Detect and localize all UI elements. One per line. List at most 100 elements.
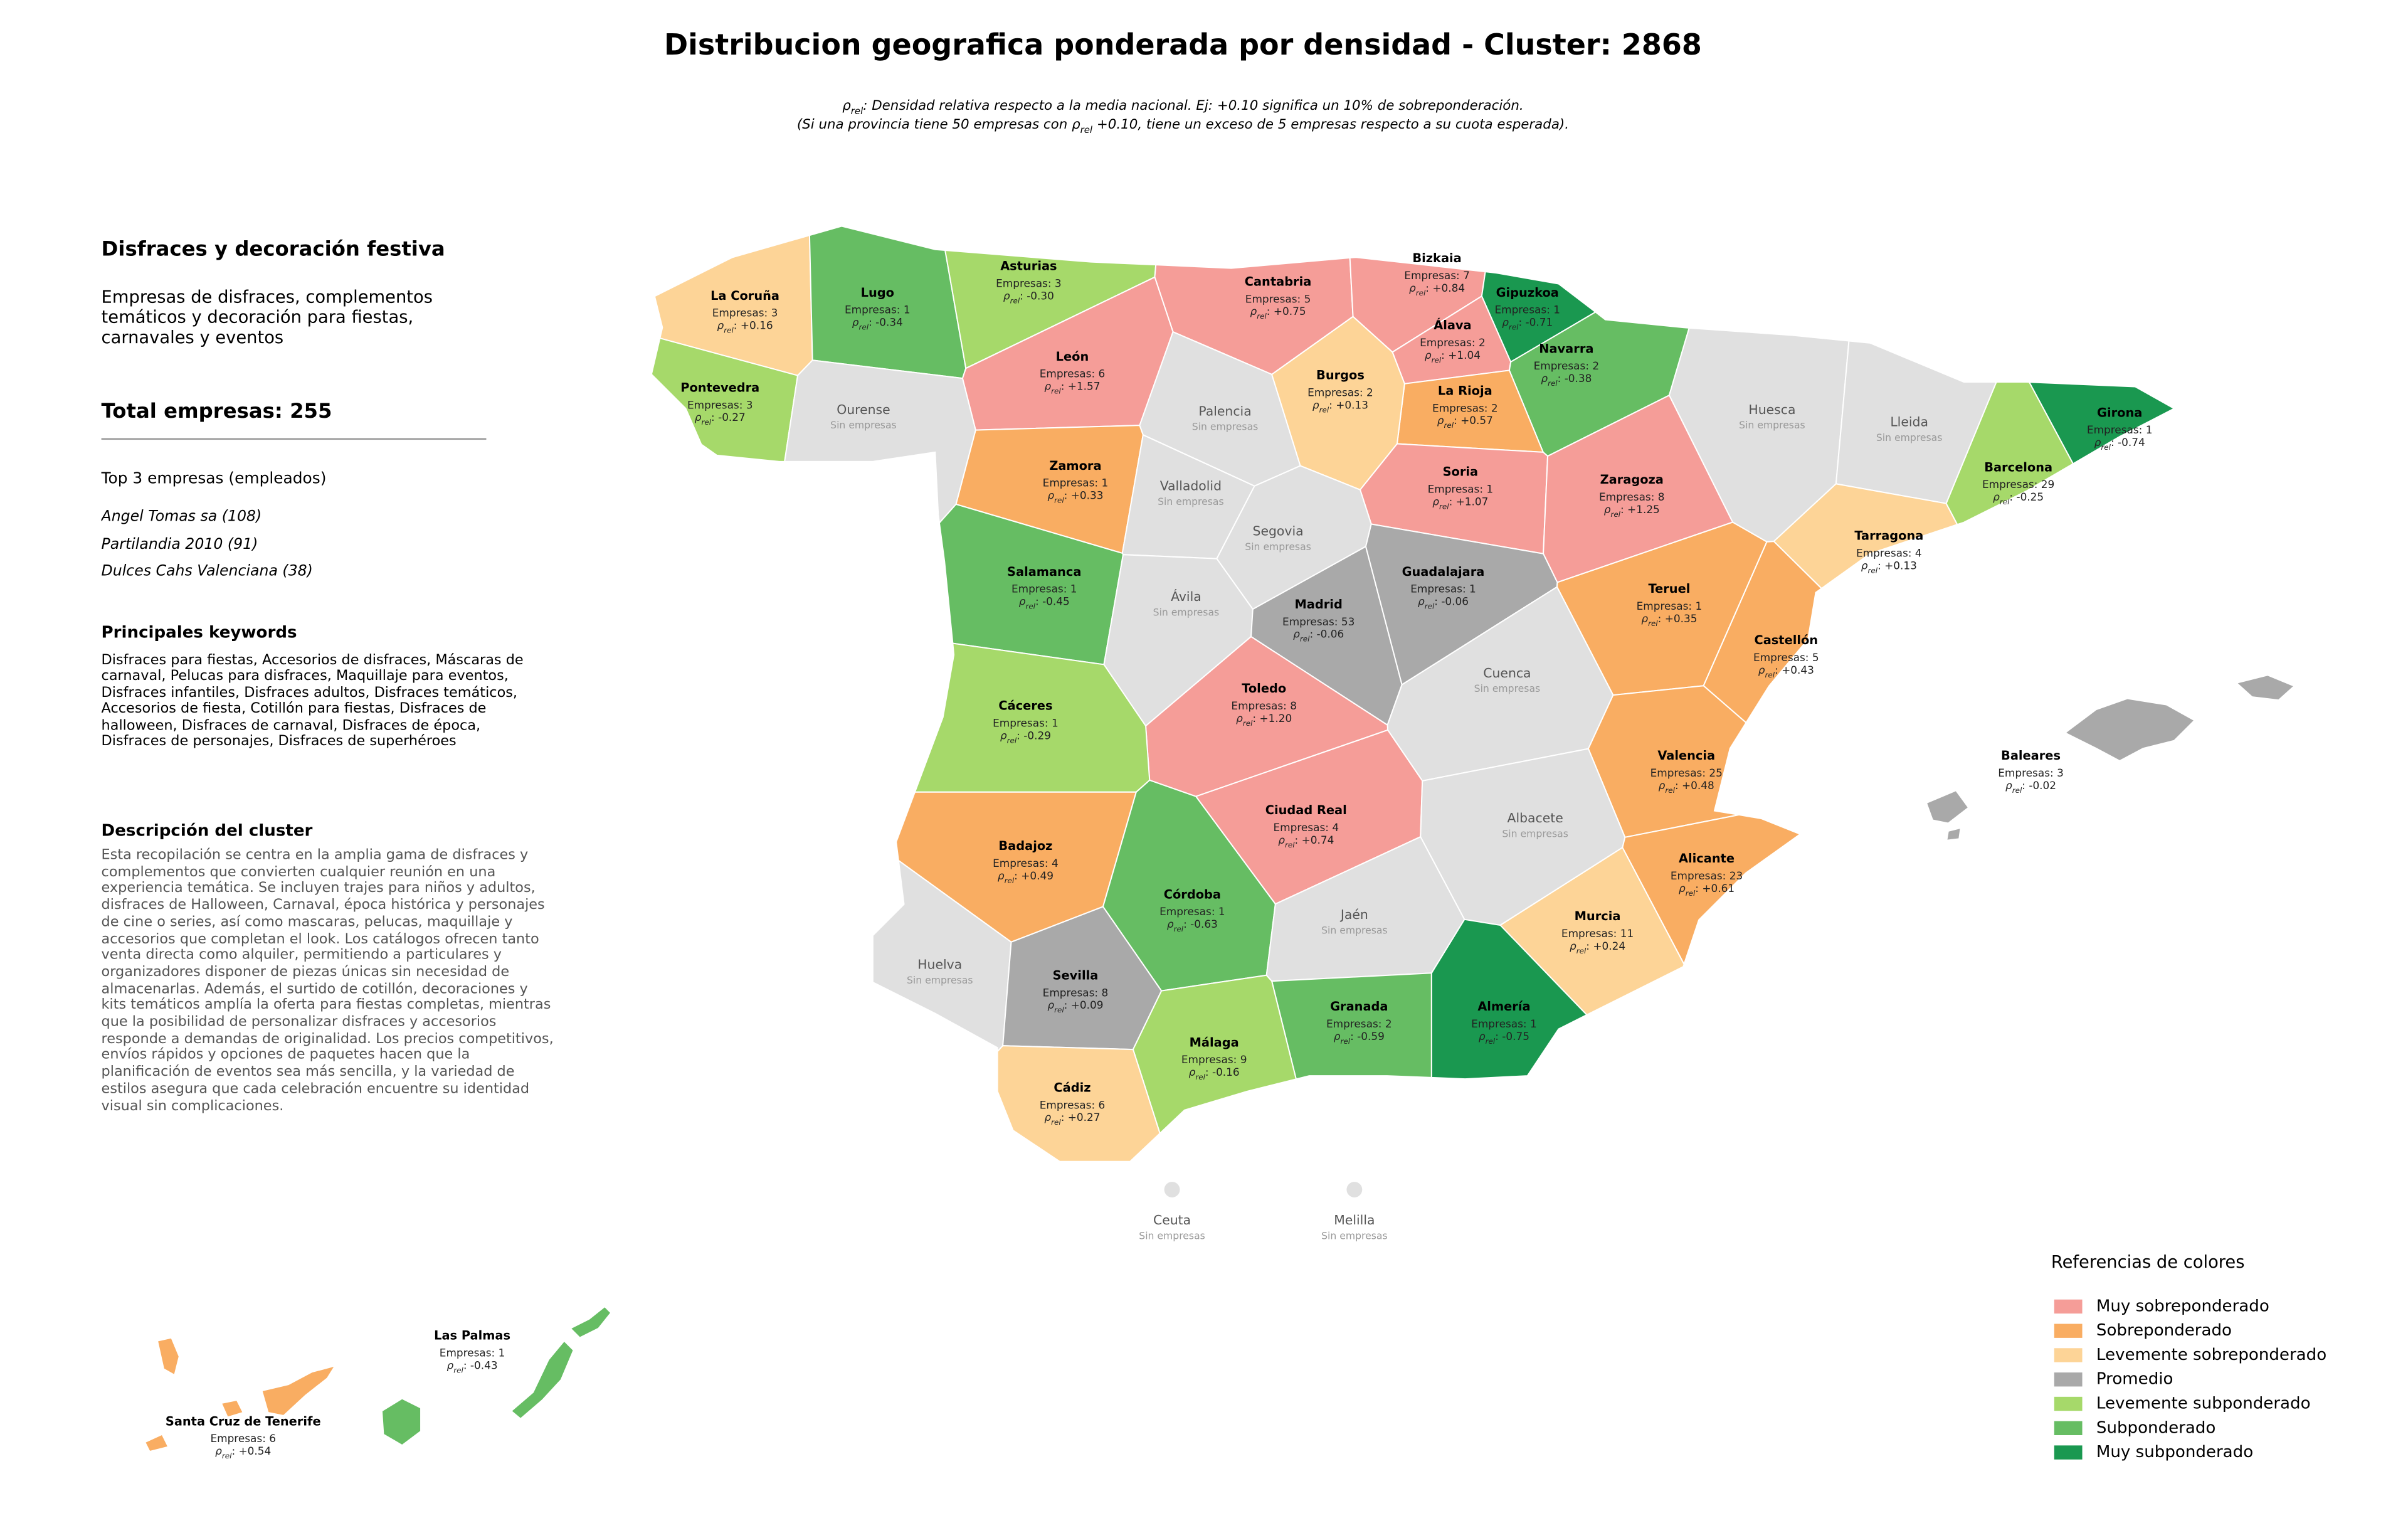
rho-value: +1.25 bbox=[1627, 503, 1660, 516]
rho-separator: : bbox=[463, 1359, 470, 1371]
rho-value: -0.38 bbox=[1565, 372, 1592, 385]
rho-separator: : bbox=[1695, 882, 1702, 894]
rho-value: +1.04 bbox=[1448, 349, 1481, 361]
count-value: 1 bbox=[904, 304, 911, 316]
rho-separator: : bbox=[869, 316, 875, 329]
province-name: Valencia bbox=[1657, 748, 1715, 763]
province-count: Empresas: 8 bbox=[1043, 986, 1109, 999]
province-no-data: Sin empresas bbox=[1739, 419, 1805, 431]
rho-symbol: ρ bbox=[1312, 398, 1319, 411]
rho-subscript: rel bbox=[2012, 785, 2022, 794]
count-prefix: Empresas: bbox=[1043, 477, 1102, 489]
legend-swatch bbox=[2054, 1421, 2083, 1435]
province-count: Empresas: 23 bbox=[1671, 869, 1743, 882]
rho-separator: : bbox=[1775, 664, 1782, 676]
rho-separator: : bbox=[1035, 595, 1042, 608]
count-value: 2 bbox=[1385, 1017, 1392, 1030]
rho-symbol: ρ bbox=[1072, 117, 1080, 132]
province-count: Empresas: 29 bbox=[1982, 478, 2054, 491]
province-rho: ρrel: +0.35 bbox=[1641, 612, 1697, 628]
rho-separator: : bbox=[1441, 349, 1448, 361]
count-prefix: Empresas: bbox=[1671, 869, 1729, 882]
rho-symbol: ρ bbox=[1044, 1111, 1051, 1123]
province-name: Bizkaia bbox=[1412, 251, 1461, 265]
province-name: Toledo bbox=[1242, 681, 1286, 696]
province-count: Empresas: 6 bbox=[1040, 1098, 1106, 1111]
count-prefix: Empresas: bbox=[440, 1346, 499, 1359]
rho-value: -0.45 bbox=[1042, 595, 1070, 608]
province-rho: ρrel: +0.33 bbox=[1047, 489, 1103, 505]
count-prefix: Empresas: bbox=[1307, 386, 1366, 398]
rho-separator: : bbox=[1205, 1066, 1212, 1078]
rho-separator: : bbox=[711, 411, 718, 423]
count-prefix: Empresas: bbox=[1982, 478, 2041, 491]
province-rho: ρrel: -0.75 bbox=[1479, 1030, 1529, 1046]
rho-symbol: ρ bbox=[1189, 1066, 1196, 1078]
count-prefix: Empresas: bbox=[1326, 1017, 1385, 1030]
province-name: Lugo bbox=[861, 285, 894, 300]
province-name: Badajoz bbox=[998, 839, 1052, 853]
province-region bbox=[1346, 1182, 1363, 1197]
province-count: Empresas: 1 bbox=[1428, 483, 1494, 496]
subtitle-line: (Si una provincia tiene 50 empresas con … bbox=[797, 117, 1569, 135]
rho-subscript: rel bbox=[2101, 443, 2111, 452]
rho-value: -0.27 bbox=[718, 411, 746, 423]
count-value: 1 bbox=[1553, 304, 1560, 316]
province-name: Pontevedra bbox=[680, 381, 759, 395]
province-no-data: Sin empresas bbox=[830, 419, 897, 431]
province-name: Cuenca bbox=[1483, 666, 1531, 681]
subtitle-text: +0.10, tiene un exceso de 5 empresas res… bbox=[1092, 117, 1569, 132]
province-rho: ρrel: -0.06 bbox=[1418, 595, 1469, 611]
rho-symbol: ρ bbox=[1250, 305, 1257, 317]
rho-symbol: ρ bbox=[1432, 495, 1439, 507]
province-count: Empresas: 11 bbox=[1561, 927, 1634, 940]
rho-value: -0.34 bbox=[875, 316, 903, 329]
rho-value: -0.02 bbox=[2029, 779, 2056, 792]
rho-subscript: rel bbox=[1439, 502, 1449, 511]
rho-separator: : bbox=[1586, 940, 1593, 952]
province-rho: ρrel: -0.45 bbox=[1019, 595, 1070, 611]
province-count: Empresas: 3 bbox=[687, 398, 753, 411]
count-prefix: Empresas: bbox=[712, 307, 771, 319]
province-count: Empresas: 4 bbox=[993, 857, 1059, 869]
rho-symbol: ρ bbox=[1679, 882, 1686, 894]
province-rho: ρrel: -0.38 bbox=[1541, 372, 1592, 388]
count-prefix: Empresas: bbox=[1420, 336, 1479, 349]
rho-value: +0.57 bbox=[1460, 414, 1493, 427]
province-region bbox=[156, 1337, 180, 1376]
province-name: León bbox=[1056, 349, 1089, 364]
province-rho: ρrel: +0.74 bbox=[1278, 834, 1334, 849]
count-value: 2 bbox=[1479, 336, 1486, 349]
province-rho: ρrel: +1.07 bbox=[1432, 495, 1488, 511]
rho-symbol: ρ bbox=[2094, 436, 2101, 448]
rho-subscript: rel bbox=[1444, 421, 1454, 430]
rho-value: +0.54 bbox=[239, 1445, 272, 1457]
province-count: Empresas: 1 bbox=[1159, 905, 1225, 918]
count-value: 1 bbox=[2146, 423, 2153, 436]
rho-separator: : bbox=[1495, 1030, 1502, 1043]
count-value: 6 bbox=[1099, 1098, 1106, 1111]
rho-symbol: ρ bbox=[1659, 779, 1666, 792]
province-count: Empresas: 4 bbox=[1274, 821, 1339, 834]
count-value: 5 bbox=[1304, 292, 1311, 305]
province-rho: ρrel: +0.84 bbox=[1409, 282, 1465, 297]
rho-value: -0.59 bbox=[1357, 1030, 1385, 1043]
province-rho: ρrel: -0.74 bbox=[2094, 436, 2145, 452]
subtitle-text: (Si una provincia tiene 50 empresas con bbox=[797, 117, 1072, 132]
province-no-data: Sin empresas bbox=[1245, 541, 1311, 553]
province-name: Teruel bbox=[1648, 581, 1690, 596]
province-count: Empresas: 1 bbox=[845, 304, 911, 316]
rho-value: +1.20 bbox=[1259, 712, 1292, 724]
count-prefix: Empresas: bbox=[2087, 423, 2146, 436]
rho-subscript: rel bbox=[1007, 736, 1017, 745]
rho-value: +1.57 bbox=[1068, 380, 1101, 393]
province-region bbox=[1925, 790, 1970, 824]
rho-value: +0.75 bbox=[1274, 305, 1306, 317]
province-count: Empresas: 3 bbox=[996, 277, 1062, 289]
rho-separator: : bbox=[1061, 380, 1068, 393]
province-name: Almería bbox=[1477, 999, 1530, 1014]
rho-value: -0.43 bbox=[470, 1359, 498, 1371]
rho-symbol: ρ bbox=[1409, 282, 1416, 294]
rho-subscript: rel bbox=[222, 1451, 232, 1460]
